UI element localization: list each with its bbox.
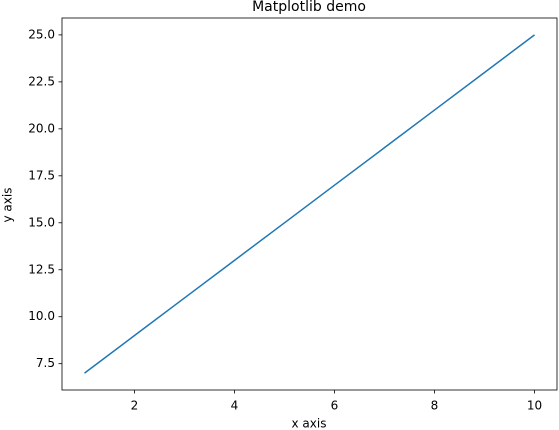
plot-frame <box>61 17 558 391</box>
x-tick-label: 8 <box>431 399 439 413</box>
x-axis-label: x axis <box>292 417 327 430</box>
y-tick-label: 25.0 <box>28 27 55 41</box>
x-tick-label: 6 <box>331 399 339 413</box>
y-tick-label: 20.0 <box>28 121 55 135</box>
y-tick-label: 15.0 <box>28 215 55 229</box>
y-tick-label: 10.0 <box>28 309 55 323</box>
y-tick-label: 7.5 <box>36 356 55 370</box>
chart-title: Matplotlib demo <box>252 0 366 15</box>
x-tick-label: 10 <box>527 399 542 413</box>
line-series <box>84 34 535 374</box>
y-tick-label: 17.5 <box>28 168 55 182</box>
x-tick-label: 4 <box>231 399 239 413</box>
y-tick-label: 12.5 <box>28 262 55 276</box>
x-tick-label: 2 <box>131 399 139 413</box>
y-axis-label: y axis <box>1 188 15 223</box>
y-tick-label: 22.5 <box>28 74 55 88</box>
